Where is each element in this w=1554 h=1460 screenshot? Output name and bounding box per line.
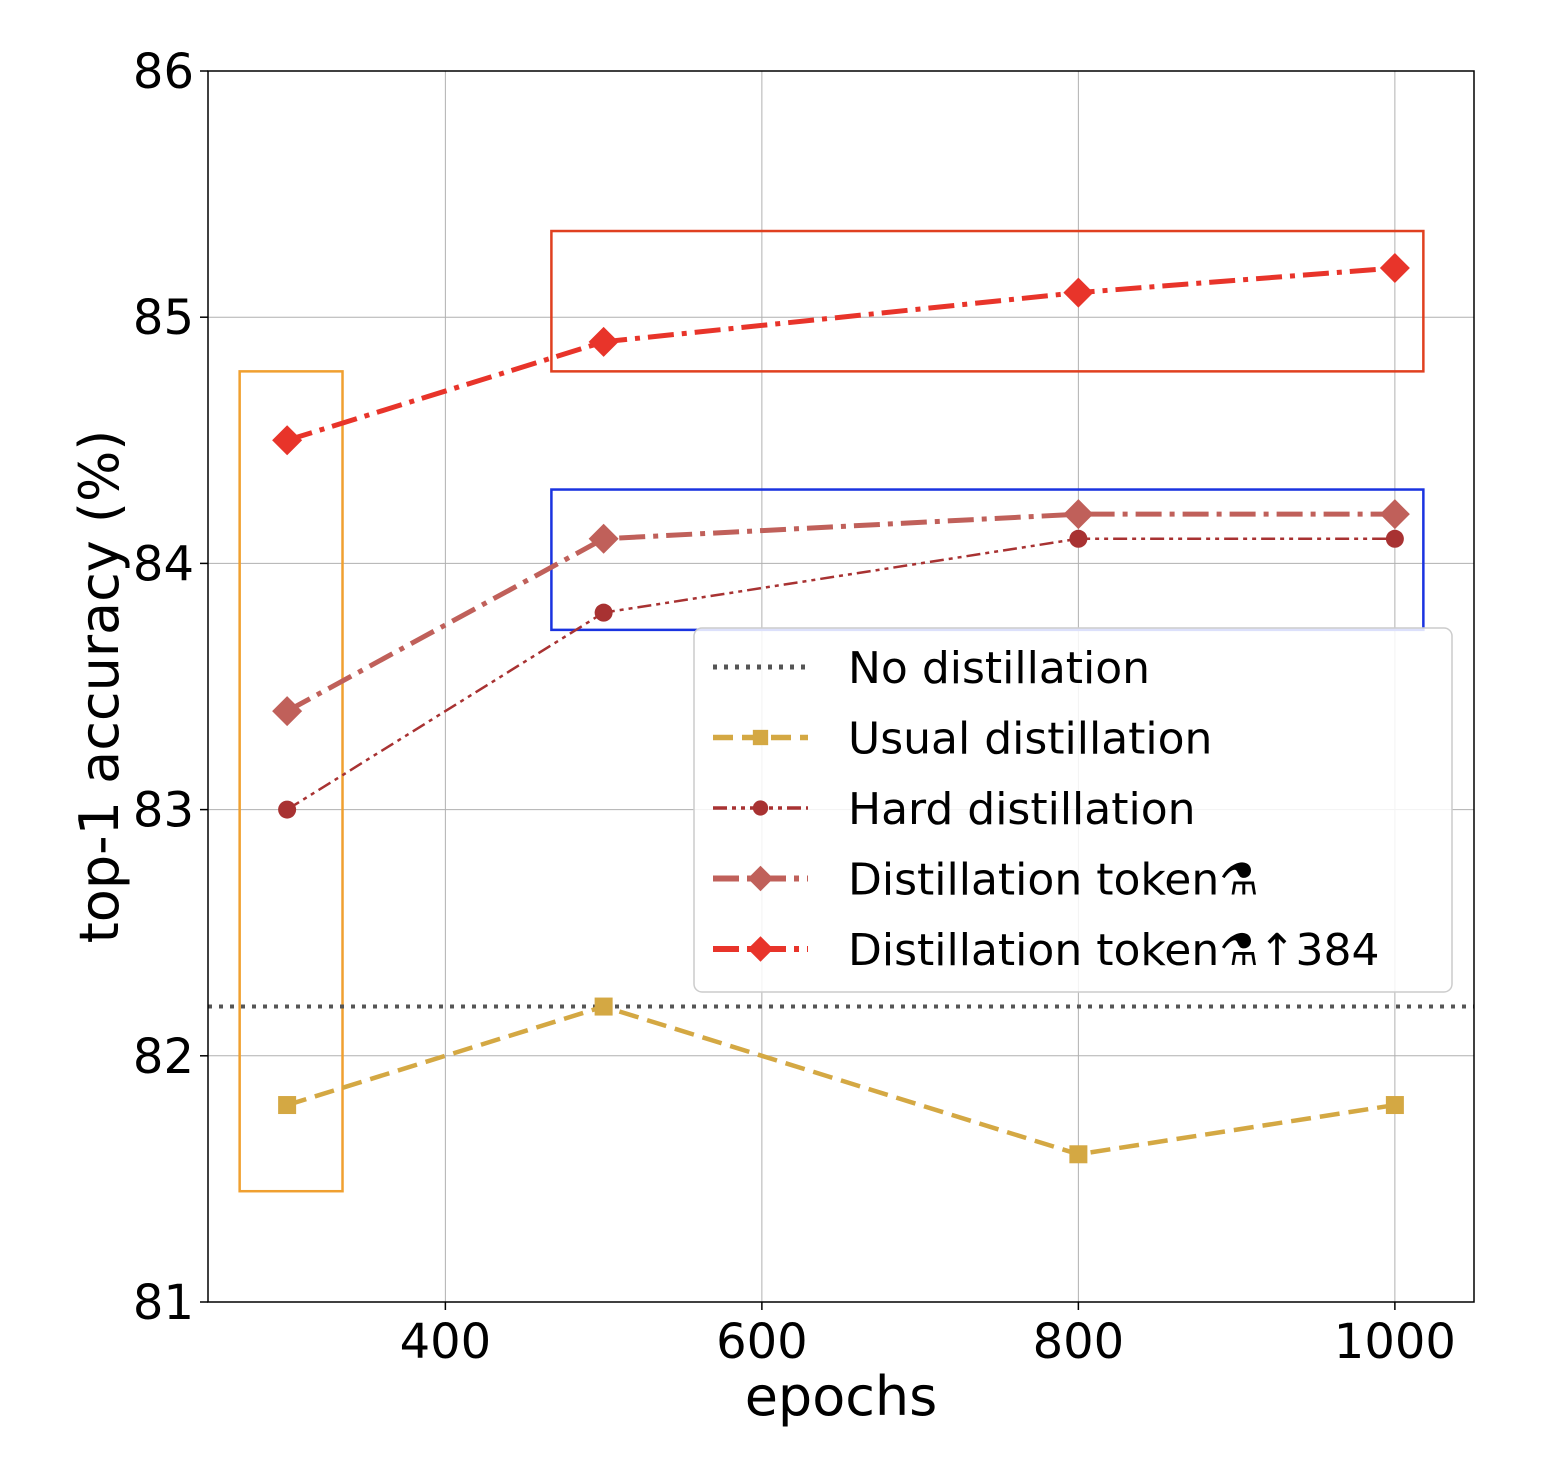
data-point (1379, 252, 1410, 283)
data-point (1069, 529, 1088, 548)
data-point (278, 800, 297, 819)
plot-frame (207, 70, 1475, 1303)
data-point (747, 936, 774, 962)
data-point (1063, 499, 1094, 530)
legend: No distillation Usual distillation Hard di… (693, 627, 1453, 993)
data-point (1385, 529, 1404, 548)
data-point (594, 997, 613, 1016)
legend-entry: Distillation token⚗ (713, 855, 1259, 906)
y-tick-label: 85 (133, 290, 194, 346)
series-group (272, 252, 1410, 456)
x-tick-label: 1000 (1334, 1314, 1456, 1370)
x-axis-label: epochs (745, 1365, 938, 1428)
data-point (272, 425, 303, 456)
data-point (1385, 1096, 1404, 1115)
data-point (588, 326, 619, 357)
x-tick-label: 400 (400, 1314, 492, 1370)
data-point (1063, 277, 1094, 308)
x-tick-label: 600 (716, 1314, 808, 1370)
ticks: 400 600 800 1000 81 82 83 84 85 86 (133, 44, 1456, 1370)
legend-label: Distillation token⚗↑384 (848, 925, 1380, 976)
data-point (1069, 1145, 1088, 1164)
legend-box (693, 627, 1453, 993)
y-tick-label: 82 (133, 1029, 194, 1085)
y-tick-label: 86 (133, 44, 194, 100)
series-line (285, 511, 1395, 714)
data-point (588, 523, 619, 554)
series-line (286, 537, 1395, 811)
data-point (752, 729, 769, 746)
data-point (272, 696, 303, 727)
y-tick-label: 84 (133, 536, 194, 592)
highlight-box (550, 229, 1425, 373)
highlight-box (238, 370, 344, 1193)
series-line (286, 265, 1396, 443)
legend-entry: Hard distillation (713, 784, 1196, 835)
series (208, 252, 1474, 1164)
y-axis-label: top-1 accuracy (%) (68, 430, 131, 944)
legend-entry: No distillation (713, 643, 1150, 694)
y-tick-label: 81 (133, 1275, 194, 1331)
highlight-box (550, 488, 1425, 632)
legend-label: Distillation token⚗ (848, 855, 1259, 906)
legend-entry: Usual distillation (713, 714, 1212, 765)
legend-label: Usual distillation (848, 714, 1212, 765)
data-point (747, 865, 774, 892)
y-tick-label: 83 (133, 783, 194, 839)
legend-entry: Distillation token⚗↑384 (713, 925, 1380, 976)
data-point (278, 1096, 297, 1115)
data-point (1379, 499, 1410, 530)
data-point (594, 603, 613, 622)
legend-label: No distillation (848, 643, 1150, 694)
series-group (278, 529, 1404, 819)
data-point (752, 800, 769, 816)
series-line (286, 1004, 1396, 1157)
series-group (278, 997, 1404, 1164)
legend-label: Hard distillation (848, 784, 1196, 835)
x-tick-label: 800 (1033, 1314, 1125, 1370)
series-group (272, 499, 1410, 727)
